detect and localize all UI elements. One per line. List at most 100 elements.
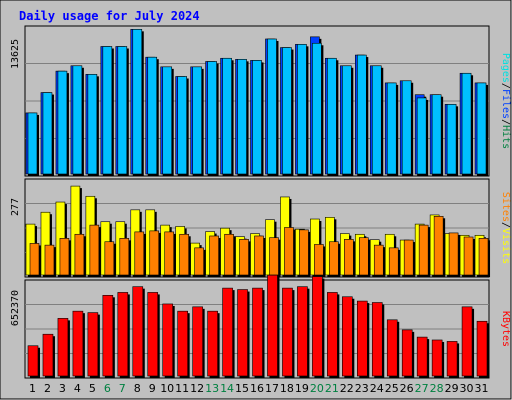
bar-kbytes-day-27 [416, 336, 428, 377]
legend-separator: / [500, 83, 511, 89]
bar-kbytes-day-12 [192, 306, 203, 377]
x-tick-label-28: 28 [430, 382, 444, 395]
bar-sites-day-9 [149, 230, 160, 276]
bar-kbytes-day-22 [342, 296, 353, 377]
x-tick-label-27: 27 [415, 382, 429, 395]
bar-sites-day-19 [299, 229, 309, 276]
bar-sites-day-3 [59, 238, 70, 276]
bar-hits-day-21 [327, 57, 337, 175]
bar-sites-day-31 [478, 238, 489, 276]
bar-kbytes-day-8 [132, 286, 144, 377]
bar-kbytes-day-25 [386, 319, 398, 377]
x-tick-label-2: 2 [44, 382, 51, 395]
bar-sites-day-24 [373, 244, 384, 276]
bar-hits-day-11 [177, 76, 187, 175]
bar-hits-day-5 [87, 74, 98, 175]
x-tick-label-17: 17 [265, 382, 279, 395]
panel-hits: 13625 Pages/Files/Hits [10, 25, 511, 177]
bar-hits-day-20 [312, 42, 322, 175]
bar-kbytes-day-5 [87, 312, 99, 377]
x-tick-label-31: 31 [475, 382, 489, 395]
legend-pages: Pages [500, 53, 511, 83]
bar-hits-day-27 [416, 97, 427, 175]
bar-sites-day-10 [164, 231, 175, 276]
x-tick-label-30: 30 [460, 382, 474, 395]
bar-hits-day-8 [132, 29, 143, 175]
x-tick-label-7: 7 [119, 382, 126, 395]
bar-sites-day-2 [44, 244, 55, 276]
x-tick-label-12: 12 [190, 382, 204, 395]
bar-hits-day-19 [297, 44, 307, 175]
legend-visits: Visits [500, 228, 511, 264]
legend-separator: / [500, 222, 511, 228]
panel-kbytes-legend: KBytes [500, 311, 511, 347]
bar-kbytes-day-6 [102, 295, 114, 377]
bar-kbytes-day-21 [327, 292, 338, 377]
bar-kbytes-day-10 [162, 303, 174, 377]
x-tick-label-9: 9 [149, 382, 156, 395]
bar-sites-day-18 [284, 227, 294, 276]
x-tick-label-19: 19 [295, 382, 309, 395]
x-tick-label-23: 23 [355, 382, 369, 395]
x-tick-label-10: 10 [160, 382, 174, 395]
bar-hits-day-15 [237, 59, 247, 175]
bar-sites-day-12 [194, 247, 204, 276]
panel-visits-legend: Sites/Visits [500, 192, 511, 264]
bar-hits-day-3 [57, 70, 68, 175]
legend-files: Files [500, 89, 511, 119]
bar-kbytes-day-19 [297, 286, 308, 377]
bar-sites-day-30 [463, 236, 474, 276]
bar-sites-day-26 [403, 239, 414, 276]
bar-sites-day-6 [104, 241, 115, 276]
bar-kbytes-day-9 [147, 292, 159, 377]
bar-kbytes-day-11 [177, 310, 188, 377]
bar-kbytes-day-13 [207, 310, 218, 377]
bar-hits-day-26 [401, 80, 412, 175]
bar-sites-day-23 [358, 237, 369, 276]
x-tick-label-24: 24 [370, 382, 384, 395]
bar-hits-day-16 [252, 60, 262, 175]
bar-sites-day-14 [224, 233, 234, 276]
panel-kbytes: 652370 KBytes [10, 274, 511, 379]
bar-hits-day-23 [356, 54, 367, 175]
legend-kbytes: KBytes [500, 311, 511, 347]
x-tick-label-14: 14 [220, 382, 234, 395]
x-tick-label-13: 13 [205, 382, 219, 395]
bar-kbytes-day-31 [476, 320, 488, 377]
bar-sites-day-4 [74, 233, 85, 276]
bar-kbytes-day-23 [356, 300, 368, 377]
bar-kbytes-day-3 [57, 318, 69, 377]
x-tick-label-16: 16 [250, 382, 264, 395]
x-tick-label-15: 15 [235, 382, 249, 395]
legend-hits: Hits [500, 125, 511, 149]
bar-hits-day-4 [72, 65, 83, 175]
x-tick-label-25: 25 [385, 382, 399, 395]
bar-hits-day-31 [476, 82, 487, 175]
bar-sites-day-15 [239, 239, 249, 276]
panel-visits-ymax-label: 277 [10, 198, 21, 216]
bar-hits-day-9 [147, 56, 158, 175]
bar-kbytes-day-1 [27, 345, 39, 377]
x-tick-label-29: 29 [445, 382, 459, 395]
bar-kbytes-day-24 [371, 302, 383, 377]
bar-hits-day-2 [42, 92, 53, 175]
bar-kbytes-day-15 [237, 289, 248, 377]
panel-hits-ymax-label: 13625 [10, 39, 21, 69]
bar-hits-day-17 [267, 38, 277, 175]
bar-hits-day-14 [222, 57, 232, 175]
bar-sites-day-11 [179, 233, 189, 276]
bar-hits-day-12 [192, 66, 202, 175]
x-tick-label-18: 18 [280, 382, 294, 395]
x-tick-label-4: 4 [74, 382, 81, 395]
legend-sites: Sites [500, 192, 511, 222]
x-tick-label-22: 22 [340, 382, 354, 395]
x-tick-label-26: 26 [400, 382, 414, 395]
bar-kbytes-day-20 [312, 276, 323, 377]
bar-kbytes-day-18 [282, 287, 293, 377]
bar-hits-day-10 [162, 66, 173, 175]
bar-sites-day-7 [119, 238, 130, 276]
bar-kbytes-day-29 [446, 341, 458, 377]
bar-sites-day-5 [89, 224, 100, 276]
bar-kbytes-day-4 [72, 310, 84, 377]
